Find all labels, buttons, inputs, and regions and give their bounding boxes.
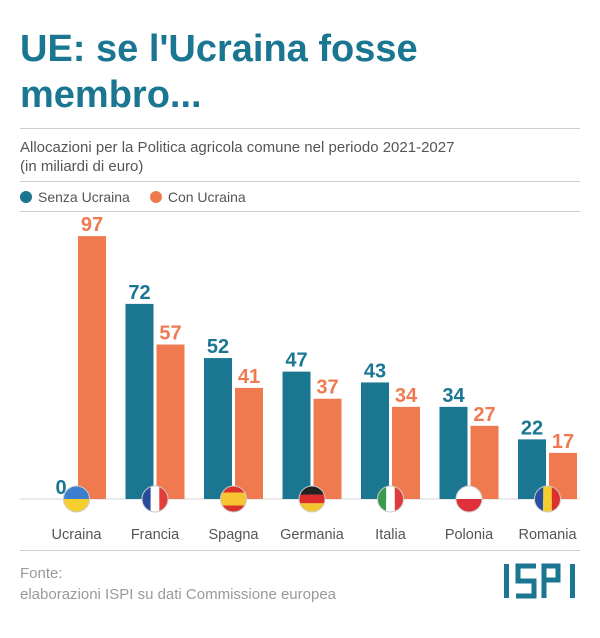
bar-without-4 [361,382,389,499]
divider-top [20,128,580,129]
flag-spain-icon [220,485,247,513]
x-tick-label-6: Romania [518,527,577,543]
x-tick-label-0: Ucraina [52,527,103,543]
bar-without-2 [204,358,232,499]
flag-germany-icon [298,485,326,513]
subtitle-line-1: Allocazioni per la Politica agricola com… [20,139,455,156]
legend-swatch-without [20,191,32,203]
x-tick-label-4: Italia [375,527,407,543]
data-label-with-3: 37 [316,377,338,399]
data-label-with-1: 57 [159,323,181,345]
data-label-without-4: 43 [364,360,386,382]
bar-without-3 [282,371,311,499]
divider-legend [20,211,580,212]
flag-france-icon [141,485,169,513]
bar-without-1 [125,303,154,499]
x-tick-label-2: Spagna [209,527,260,543]
bar-with-3 [313,398,342,499]
data-label-with-0: 97 [81,214,103,236]
data-label-with-4: 34 [395,385,418,407]
legend-item-without: Senza Ucraina [20,189,130,205]
source-label: Fonte: [20,565,63,582]
data-label-with-2: 41 [238,366,260,388]
x-tick-label-1: Francia [131,527,180,543]
x-tick-label-5: Polonia [445,527,494,543]
divider-bottom [20,550,580,551]
data-label-without-6: 22 [521,417,543,439]
bar-without-5 [439,406,468,499]
ispi-logo-icon [504,563,575,599]
data-label-with-5: 27 [473,404,495,426]
bar-chart: 0 97 Ucraina 72 57 Francia 52 41 Spagna 47 37 Germa… [20,214,580,543]
chart-legend: Senza Ucraina Con Ucraina [20,187,266,207]
chart-title: UE: se l'Ucraina fosse membro... [20,28,418,116]
legend-item-with: Con Ucraina [149,189,246,205]
legend-label-with: Con Ucraina [167,189,246,205]
flag-ukraine-icon [63,485,90,513]
bar-with-4 [392,406,420,499]
chart-subtitle: Allocazioni per la Politica agricola com… [20,138,580,176]
subtitle-line-2: (in miliardi di euro) [20,158,144,175]
divider-subtitle [20,181,580,182]
legend-swatch-with [149,191,162,203]
data-label-without-3: 47 [285,350,307,372]
data-label-without-1: 72 [128,282,150,304]
bar-with-5 [470,425,499,499]
legend-label-without: Senza Ucraina [38,189,130,205]
bar-with-1 [156,344,185,499]
source-text: elaborazioni ISPI su dati Commissione eu… [20,586,337,603]
flag-italy-icon [377,485,404,513]
data-label-without-2: 52 [207,336,229,358]
bar-with-2 [235,387,263,499]
flag-romania-icon [534,485,561,513]
x-tick-label-3: Germania [280,527,345,543]
bar-with-0 [78,236,106,499]
flag-poland-icon [455,485,483,513]
data-label-without-5: 34 [442,385,465,407]
data-label-without-0: 0 [55,477,66,499]
source-note: Fonte: elaborazioni ISPI su dati Commiss… [20,563,440,605]
data-label-with-6: 17 [552,431,574,453]
